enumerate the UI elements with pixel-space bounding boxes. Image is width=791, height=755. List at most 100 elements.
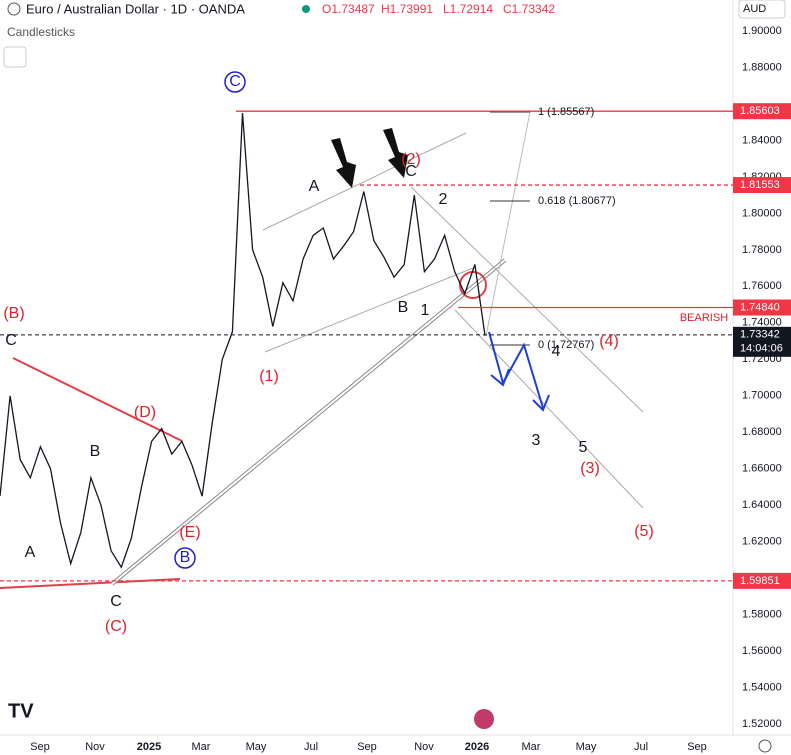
wave-label: A <box>309 178 320 195</box>
highlight-circle <box>459 271 487 299</box>
time-label: Nov <box>85 741 105 753</box>
wave-label: C <box>405 163 417 180</box>
channel-line <box>264 267 474 353</box>
price-label-box <box>733 572 791 589</box>
wave-label: BEARISH <box>680 312 728 324</box>
wave-circle <box>174 547 196 569</box>
chart-style[interactable]: Candlesticks <box>7 25 75 39</box>
y-tick-label: 1.64000 <box>742 499 782 511</box>
projection-arrow <box>488 331 544 409</box>
price-label-box <box>733 326 791 357</box>
time-label: Mar <box>522 741 541 753</box>
wave-label: B <box>398 299 409 316</box>
wave-label: B <box>90 443 101 460</box>
wave-label: 1 <box>421 302 430 319</box>
collapse-icon[interactable] <box>7 2 21 16</box>
time-label: Mar <box>192 741 211 753</box>
ohlc-low: L1.72914 <box>443 2 493 16</box>
market-status <box>302 5 310 13</box>
expand-button[interactable] <box>3 46 27 68</box>
channel-line <box>262 132 467 231</box>
fib-line <box>485 111 531 337</box>
price-label: 1.74840 <box>740 301 780 313</box>
channel-line <box>454 309 644 509</box>
currency-button[interactable] <box>738 0 786 19</box>
channel-line <box>410 186 644 413</box>
time-label: May <box>246 741 267 753</box>
ohlc-close: C1.73342 <box>503 2 555 16</box>
price-label: 1.85603 <box>740 105 780 117</box>
time-label: 2025 <box>137 741 161 753</box>
time-label: Sep <box>30 741 50 753</box>
wave-label: 3 <box>532 432 541 449</box>
wave-label: C <box>110 593 122 610</box>
wave-label: 4 <box>552 343 561 360</box>
price-label-box <box>733 103 791 120</box>
wave-label: (4) <box>599 333 619 350</box>
arrow-marker <box>331 138 356 188</box>
time-label: Jul <box>304 741 318 753</box>
time-label: Nov <box>414 741 434 753</box>
time-label: Sep <box>357 741 377 753</box>
wave-label: C <box>5 332 17 349</box>
symbol-title: Euro / Australian Dollar · 1D · OANDA <box>26 1 245 16</box>
y-tick-label: 1.70000 <box>742 390 782 402</box>
wave-label: A <box>25 544 36 561</box>
drawings <box>0 111 644 589</box>
y-tick-label: 1.52000 <box>742 718 782 730</box>
y-tick-label: 1.62000 <box>742 536 782 548</box>
price-label: 1.73342 <box>740 329 780 341</box>
arrow-head <box>490 368 510 387</box>
y-tick-label: 1.68000 <box>742 426 782 438</box>
time-label: May <box>576 741 597 753</box>
fib-label: 0.618 (1.80677) <box>538 195 616 207</box>
time-label: Sep <box>687 741 707 753</box>
y-tick-label: 1.58000 <box>742 609 782 621</box>
wave-circle <box>224 71 246 93</box>
fib-label: 1 (1.85567) <box>538 106 594 118</box>
y-tick-label: 1.76000 <box>742 280 782 292</box>
fib-label: 0 (1.72767) <box>538 339 594 351</box>
trendline <box>111 259 506 585</box>
ohlc-open: O1.73487 <box>322 2 375 16</box>
event-icon[interactable] <box>474 709 494 729</box>
y-tick-label: 1.78000 <box>742 244 782 256</box>
wave-label: (B) <box>3 305 24 322</box>
trendline <box>12 357 183 442</box>
wave-label: 2 <box>439 191 448 208</box>
price-line <box>0 113 486 569</box>
price-label: 1.59851 <box>740 575 780 587</box>
wave-label: (E) <box>179 524 200 541</box>
time-label: Jul <box>634 741 648 753</box>
y-tick-label: 1.54000 <box>742 681 782 693</box>
logo: TV <box>8 700 34 722</box>
wave-label: (2) <box>401 151 421 168</box>
y-tick-label: 1.56000 <box>742 645 782 657</box>
arrow-marker <box>383 128 408 178</box>
wave-label: 5 <box>579 439 588 456</box>
price-label-box <box>733 299 791 316</box>
price-label-box <box>733 177 791 194</box>
y-tick-label: 1.84000 <box>742 134 782 146</box>
y-tick-label: 1.90000 <box>742 25 782 37</box>
wave-label: (5) <box>634 523 654 540</box>
time-label: 2026 <box>465 741 489 753</box>
y-tick-label: 1.88000 <box>742 61 782 73</box>
wave-label: (1) <box>259 368 279 385</box>
countdown: 14:04:06 <box>740 343 783 355</box>
arrow-head <box>532 394 550 412</box>
y-tick-label: 1.74000 <box>742 317 782 329</box>
settings-icon[interactable] <box>758 739 772 753</box>
wave-label: (D) <box>134 404 156 421</box>
wave-label: (C) <box>105 618 127 635</box>
wave-label: C <box>229 73 241 90</box>
y-tick-label: 1.66000 <box>742 463 782 475</box>
price-label: 1.81553 <box>740 179 780 191</box>
currency: AUD <box>743 3 766 15</box>
y-tick-label: 1.80000 <box>742 207 782 219</box>
wave-label: (3) <box>580 460 600 477</box>
wave-label: B <box>180 549 191 566</box>
ohlc-high: H1.73991 <box>381 2 433 16</box>
